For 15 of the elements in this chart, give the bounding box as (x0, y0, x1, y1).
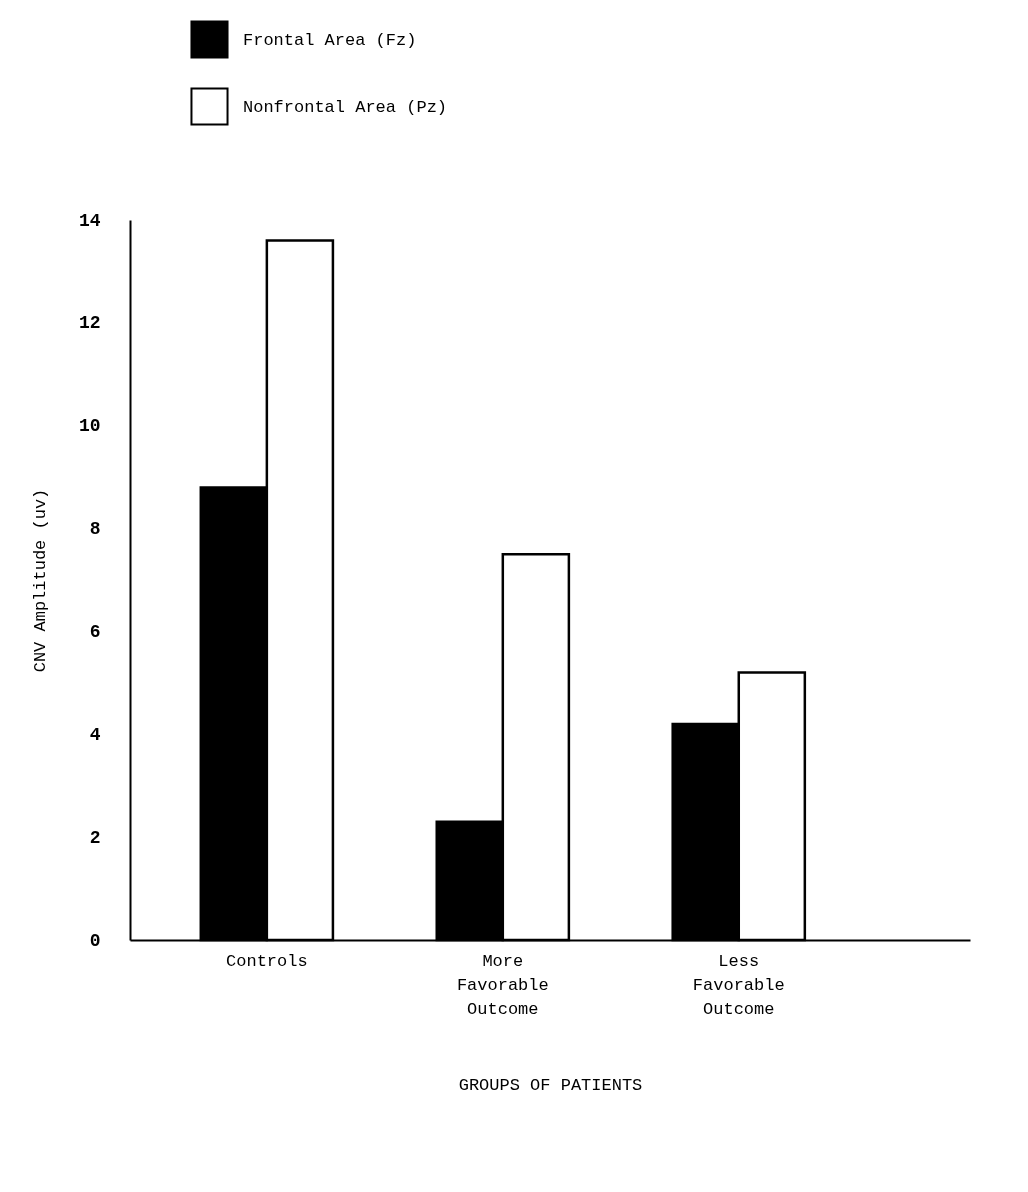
y-tick-label: 2 (89, 827, 101, 848)
y-tick-label: 8 (89, 519, 101, 540)
y-tick-label: 10 (78, 416, 101, 437)
y-tick-label: 0 (89, 930, 101, 951)
y-tick-label: 6 (89, 621, 101, 642)
legend-label: Frontal Area (Fz) (243, 30, 417, 50)
y-tick-label: 4 (89, 724, 101, 745)
x-tick-label: Less Favorable Outcome (692, 951, 785, 1019)
y-axis-title: CNV Amplitude (uv) (30, 488, 50, 673)
y-tick-label: 12 (78, 313, 101, 334)
x-tick-label: More Favorable Outcome (456, 951, 549, 1019)
x-tick-label: Controls (226, 951, 308, 971)
x-axis-title: GROUPS OF PATIENTS (458, 1075, 643, 1095)
legend-label: Nonfrontal Area (Pz) (243, 97, 448, 117)
y-tick-label: 14 (78, 210, 101, 231)
